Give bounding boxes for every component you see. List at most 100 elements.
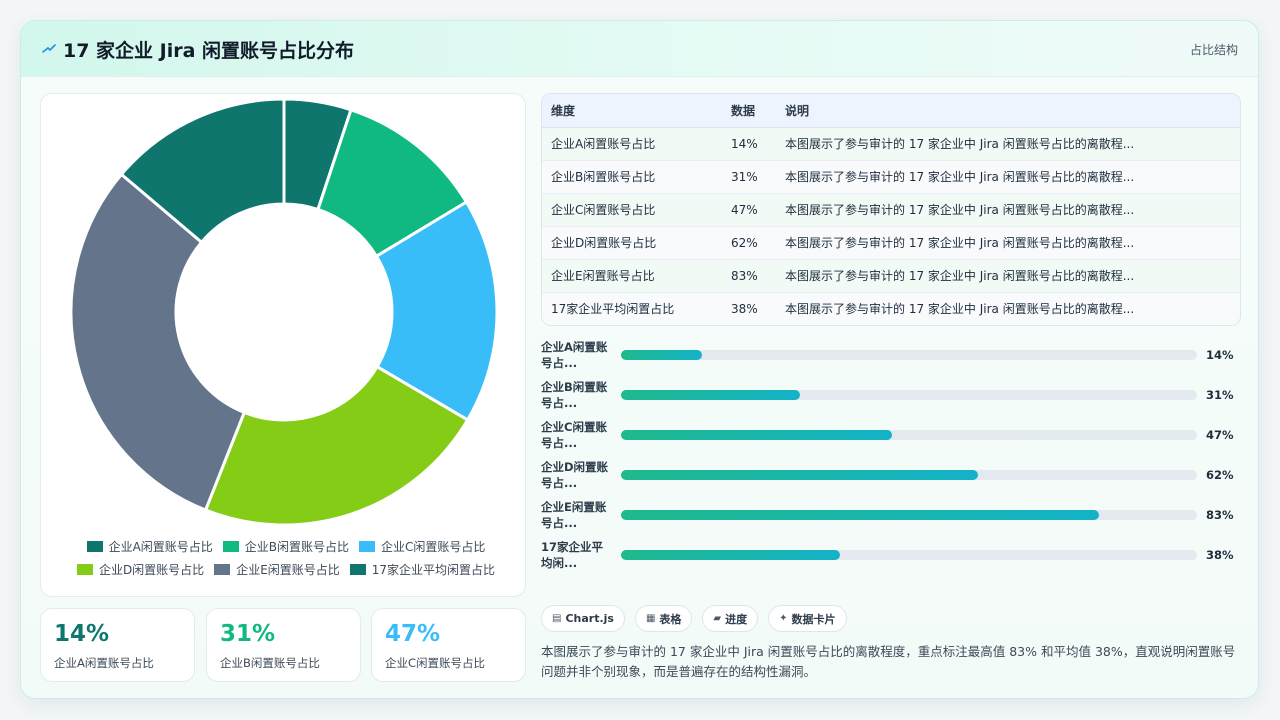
pie-slice-5[interactable] [69, 172, 247, 512]
progress-row: 企业A闲置账号占... 14% [541, 339, 1241, 379]
legend-swatch [359, 541, 376, 552]
data-table: 维度 数据 说明 企业A闲置账号占比 14% 本图展示了参与审计的 17 家企业… [541, 93, 1241, 326]
pie-slice-4[interactable] [203, 364, 470, 527]
chip-label: 数据卡片 [791, 612, 836, 626]
column-header: 数据 [722, 94, 776, 128]
cell-note: 本图展示了参与审计的 17 家企业中 Jira 闲置账号占比的离散程... [776, 160, 1240, 194]
chip-icon: ▰ [713, 613, 722, 624]
cell-note: 本图展示了参与审计的 17 家企业中 Jira 闲置账号占比的离散程... [776, 127, 1240, 161]
sparkle-icon [42, 44, 56, 53]
cell-dimension: 17家企业平均闲置占比 [542, 292, 722, 325]
progress-label: 企业B闲置账号占... [541, 380, 608, 410]
progress-row: 企业D闲置账号占... 62% [541, 459, 1241, 499]
progress-track [621, 470, 1197, 480]
progress-value: 83% [1206, 508, 1234, 522]
legend-swatch [222, 541, 239, 552]
legend-item[interactable]: 企业B闲置账号占比 [222, 538, 350, 555]
table-row: 企业C闲置账号占比 47% 本图展示了参与审计的 17 家企业中 Jira 闲置… [542, 193, 1240, 227]
feature-chip[interactable]: ✦ 数据卡片 [768, 605, 847, 632]
progress-fill [621, 470, 979, 480]
progress-label: 企业D闲置账号占... [541, 460, 609, 490]
progress-value: 38% [1206, 548, 1234, 562]
chip-label: 表格 [659, 612, 682, 626]
legend-item[interactable]: 企业C闲置账号占比 [359, 538, 485, 555]
progress-row: 企业B闲置账号占... 31% [541, 379, 1241, 419]
legend-swatch [349, 564, 366, 575]
progress-fill [621, 350, 702, 360]
table-row: 企业A闲置账号占比 14% 本图展示了参与审计的 17 家企业中 Jira 闲置… [542, 127, 1240, 161]
legend-item[interactable]: 企业A闲置账号占比 [86, 538, 213, 555]
cell-value: 31% [722, 160, 776, 194]
stat-card-2: 31% 企业B闲置账号占比 [206, 608, 361, 682]
legend-item[interactable]: 企业E闲置账号占比 [214, 561, 340, 578]
cell-value: 47% [722, 193, 776, 227]
legend-swatch [214, 564, 231, 575]
cell-value: 83% [722, 259, 776, 293]
stat-value: 47% [385, 621, 441, 647]
progress-track [621, 510, 1197, 520]
cell-note: 本图展示了参与审计的 17 家企业中 Jira 闲置账号占比的离散程... [776, 226, 1240, 260]
progress-value: 47% [1206, 428, 1234, 442]
cell-value: 14% [722, 127, 776, 161]
chip-label: 进度 [725, 612, 748, 626]
legend-swatch [86, 541, 103, 552]
cell-dimension: 企业C闲置账号占比 [542, 193, 722, 227]
legend-label: 企业B闲置账号占比 [244, 540, 350, 554]
table-row: 企业B闲置账号占比 31% 本图展示了参与审计的 17 家企业中 Jira 闲置… [542, 160, 1240, 194]
table-row: 企业E闲置账号占比 83% 本图展示了参与审计的 17 家企业中 Jira 闲置… [542, 259, 1240, 293]
stat-card-1: 14% 企业A闲置账号占比 [40, 608, 195, 682]
dashboard-card: 17 家企业 Jira 闲置账号占比分布 占比结构 企业A闲置账号占比 企业B闲置… [20, 20, 1259, 699]
column-header: 说明 [776, 94, 1240, 128]
column-header: 维度 [542, 94, 722, 128]
stat-card-3: 47% 企业C闲置账号占比 [371, 608, 526, 682]
cell-note: 本图展示了参与审计的 17 家企业中 Jira 闲置账号占比的离散程... [776, 259, 1240, 293]
progress-label: 企业E闲置账号占... [541, 500, 607, 530]
chart-legend: 企业A闲置账号占比 企业B闲置账号占比 企业C闲置账号占比企业D闲置账号占比 企业E闲… [71, 538, 501, 578]
progress-row: 17家企业平均闲... 38% [541, 539, 1241, 579]
legend-label: 企业A闲置账号占比 [108, 540, 213, 554]
stat-label: 企业C闲置账号占比 [385, 656, 486, 670]
cell-dimension: 企业D闲置账号占比 [542, 226, 722, 260]
cell-dimension: 企业E闲置账号占比 [542, 259, 722, 293]
pie-slice-6[interactable] [119, 97, 286, 245]
progress-track [621, 430, 1197, 440]
feature-chip[interactable]: ▤ Chart.js [541, 605, 625, 632]
legend-swatch [76, 564, 93, 575]
legend-label: 企业C闲置账号占比 [381, 540, 486, 554]
pie-slice-3[interactable] [374, 199, 499, 422]
progress-row: 企业E闲置账号占... 83% [541, 499, 1241, 539]
card-header: 17 家企业 Jira 闲置账号占比分布 占比结构 [21, 21, 1258, 77]
cell-note: 本图展示了参与审计的 17 家企业中 Jira 闲置账号占比的离散程... [776, 292, 1240, 325]
table-header-row: 维度 数据 说明 [542, 94, 1240, 128]
doughnut-chart-panel: 企业A闲置账号占比 企业B闲置账号占比 企业C闲置账号占比企业D闲置账号占比 企业E闲… [40, 93, 526, 597]
feature-chips: ▤ Chart.js ▦ 表格 ▰ 进度 ✦ 数据卡片 [541, 605, 847, 632]
feature-chip[interactable]: ▦ 表格 [634, 605, 693, 632]
progress-track [621, 390, 1197, 400]
legend-item[interactable]: 企业D闲置账号占比 [76, 561, 204, 578]
chart-description: 本图展示了参与审计的 17 家企业中 Jira 闲置账号占比的离散程度，重点标注… [541, 644, 1236, 679]
doughnut-chart [69, 97, 499, 527]
stat-value: 14% [54, 621, 110, 647]
page-title: 17 家企业 Jira 闲置账号占比分布 [63, 40, 355, 62]
progress-value: 31% [1206, 388, 1234, 402]
progress-row: 企业C闲置账号占... 47% [541, 419, 1241, 459]
chip-icon: ✦ [779, 613, 788, 624]
legend-item[interactable]: 17家企业平均闲置占比 [349, 561, 496, 578]
progress-track [621, 550, 1197, 560]
cell-dimension: 企业A闲置账号占比 [542, 127, 722, 161]
stat-value: 31% [220, 621, 276, 647]
stat-label: 企业B闲置账号占比 [220, 656, 320, 670]
progress-value: 62% [1206, 468, 1234, 482]
table-row: 企业D闲置账号占比 62% 本图展示了参与审计的 17 家企业中 Jira 闲置… [542, 226, 1240, 260]
chip-label: Chart.js [565, 612, 614, 625]
cell-dimension: 企业B闲置账号占比 [542, 160, 722, 194]
progress-label: 企业C闲置账号占... [541, 420, 607, 450]
stat-label: 企业A闲置账号占比 [54, 656, 154, 670]
cell-value: 62% [722, 226, 776, 260]
progress-label: 17家企业平均闲... [541, 540, 604, 570]
legend-label: 17家企业平均闲置占比 [371, 563, 496, 577]
progress-fill [621, 550, 840, 560]
progress-label: 企业A闲置账号占... [541, 340, 608, 370]
feature-chip[interactable]: ▰ 进度 [702, 605, 759, 632]
progress-value: 14% [1206, 348, 1234, 362]
